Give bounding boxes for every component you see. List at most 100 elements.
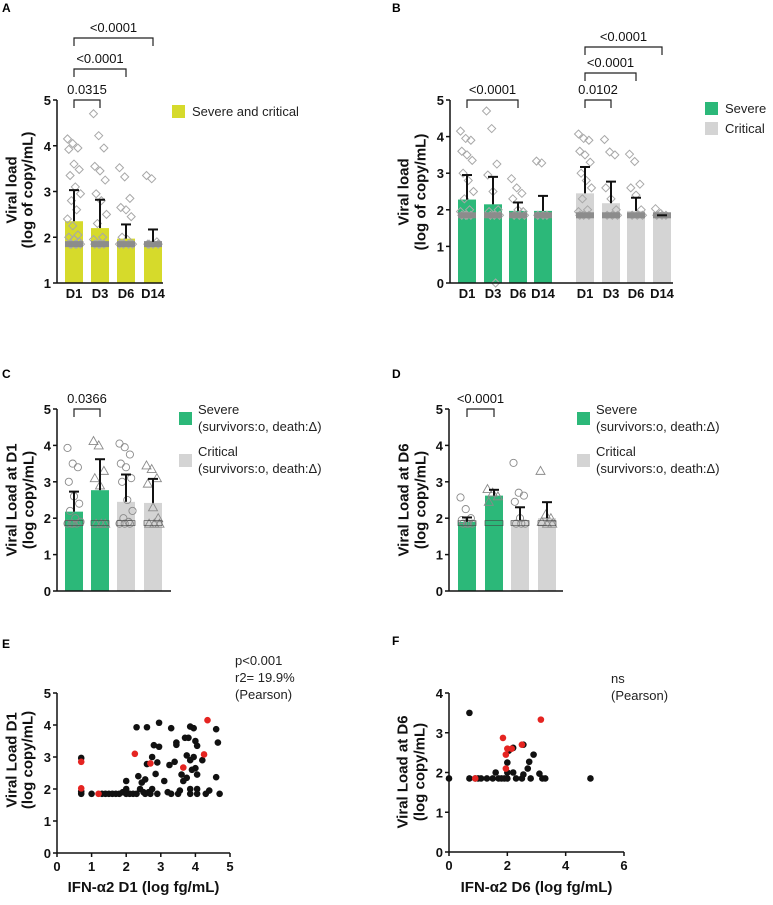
data-point-diamond [575, 146, 585, 156]
data-point-circle [459, 519, 468, 528]
data-point-diamond [455, 126, 466, 136]
data-point [483, 775, 491, 782]
data-point [183, 752, 191, 759]
data-point-diamond [74, 164, 84, 175]
data-point-red [95, 790, 102, 798]
panel-label: F [392, 634, 399, 648]
data-point [88, 790, 95, 798]
data-point-red [499, 734, 507, 742]
data-point [525, 758, 533, 766]
lod-point-cluster [458, 212, 476, 219]
data-point [133, 790, 140, 798]
p-value-label: <0.0001 [600, 29, 647, 44]
bar [576, 193, 594, 283]
x-tick-label: 2 [123, 859, 130, 874]
y-tick-label: 1 [436, 548, 443, 563]
data-point [512, 775, 520, 782]
x-tick-label: D3 [485, 286, 502, 301]
y-axis-title-line: Viral Load at D6 [395, 715, 412, 828]
x-tick-label: 0 [445, 858, 452, 873]
data-point-circle [115, 439, 124, 448]
data-point [186, 790, 194, 798]
data-point [527, 775, 534, 782]
legend-swatch [705, 122, 718, 135]
bar [65, 221, 83, 283]
data-point [160, 777, 168, 785]
data-point [212, 725, 220, 733]
data-point [154, 759, 161, 766]
data-point-circle [73, 463, 82, 472]
legend-label: Critical [596, 444, 636, 459]
y-tick-label: 2 [44, 230, 51, 245]
bar [653, 215, 671, 283]
lod-point-cluster [117, 241, 135, 248]
data-point-diamond [93, 130, 104, 141]
y-tick-label: 3 [44, 475, 51, 490]
data-point-triangle [143, 518, 155, 528]
data-point-diamond [536, 158, 547, 168]
data-point-triangle [142, 478, 154, 488]
data-point-red [131, 750, 139, 758]
data-point [152, 770, 159, 778]
data-point-circle [517, 519, 526, 528]
y-tick-label: 2 [44, 511, 51, 526]
data-point [536, 770, 543, 777]
data-point-diamond [581, 175, 592, 186]
y-tick-label: 5 [44, 402, 51, 417]
data-point-diamond [73, 143, 83, 153]
data-point [520, 771, 527, 778]
data-point-circle [63, 443, 72, 452]
bar [117, 238, 135, 283]
data-point-circle [456, 493, 465, 502]
y-tick-label: 0 [436, 845, 443, 860]
y-tick-label: 4 [44, 438, 52, 453]
data-point-diamond [460, 133, 471, 144]
data-point [185, 734, 192, 742]
data-point-diamond [126, 211, 136, 222]
significance-bracket [73, 408, 101, 417]
x-tick-label: 3 [157, 859, 164, 874]
data-point [135, 772, 142, 780]
data-point-circle [75, 499, 84, 508]
stats-annotation: r2= 19.9% [235, 670, 295, 685]
bar [538, 518, 556, 591]
data-point-triangle [96, 518, 107, 528]
significance-bracket [73, 68, 127, 77]
y-axis-title: Viral load (log of copy/mL) [396, 134, 430, 251]
data-point-diamond [584, 135, 594, 145]
data-point [193, 771, 201, 778]
data-point-red [508, 745, 516, 752]
y-tick-label: 3 [437, 166, 444, 181]
data-point-circle [116, 459, 125, 468]
data-point-diamond [573, 129, 584, 139]
panel-A: A Viral load (log of copy/mL) 1 2 3 4 5 D1 D3 D6 D1… [2, 1, 299, 301]
lod-point-cluster [484, 212, 502, 219]
data-point-diamond [486, 123, 497, 134]
data-point-triangle [90, 518, 102, 528]
y-tick-label: 2 [436, 766, 443, 781]
y-axis-title-line: Viral Load at D6 [396, 443, 413, 556]
significance-bracket [73, 99, 101, 108]
data-point-circle [125, 450, 134, 459]
data-point-diamond [508, 194, 518, 204]
data-point-circle [461, 505, 470, 514]
x-tick-label: D14 [650, 286, 675, 301]
data-point-diamond [481, 106, 492, 116]
data-point-red [200, 751, 208, 758]
lod-point-cluster [534, 212, 552, 219]
data-point [530, 751, 537, 758]
data-point-diamond [466, 135, 476, 145]
data-point-diamond [585, 157, 595, 167]
data-point-circle [509, 458, 518, 467]
lod-point-cluster [602, 212, 620, 219]
data-point-circle [63, 519, 72, 528]
data-point [173, 741, 180, 749]
data-point-diamond [467, 155, 477, 166]
legend-swatch [172, 105, 185, 118]
data-point-diamond [462, 150, 472, 160]
stats-annotation: p<0.001 [235, 653, 282, 668]
legend-label: Severe and critical [192, 104, 299, 119]
legend-label: Critical [725, 121, 765, 136]
